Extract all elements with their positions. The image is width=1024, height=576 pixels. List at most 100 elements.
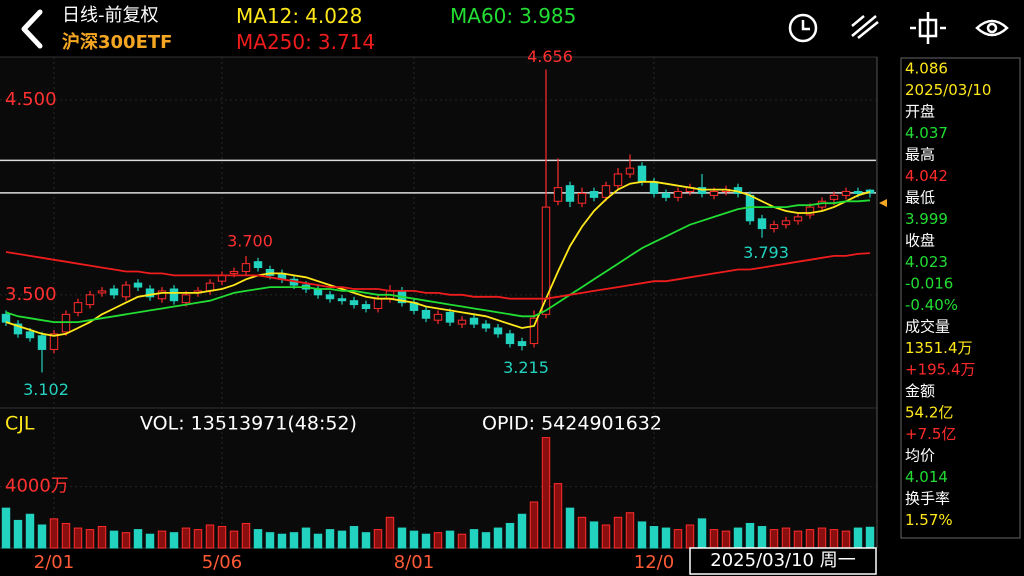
x-tick-label: 2/01 — [34, 552, 74, 573]
candle-body — [133, 282, 143, 288]
candle-body — [337, 298, 347, 302]
info-item: -0.016 — [905, 275, 953, 293]
volume-bar — [49, 518, 59, 549]
opid-text: OPID: 5424901632 — [482, 413, 662, 435]
info-panel — [900, 57, 1021, 539]
back-button[interactable] — [21, 9, 43, 49]
volume-bar — [1, 507, 11, 549]
cursor-marker — [879, 199, 887, 207]
candle-body — [853, 191, 863, 194]
volume-bar — [409, 530, 419, 549]
volume-bar — [793, 530, 803, 549]
volume-bar — [109, 530, 119, 549]
volume-bar — [457, 533, 467, 549]
candle-body — [421, 309, 431, 319]
extreme-label: 3.793 — [743, 243, 789, 262]
info-item: 1.57% — [905, 511, 953, 529]
info-item: 最低 — [905, 189, 935, 207]
x-tick-label: 8/01 — [394, 552, 434, 573]
candle-body — [181, 294, 191, 304]
volume-bar — [853, 527, 863, 549]
volume-bar — [133, 529, 143, 549]
volume-bar — [625, 512, 635, 549]
volume-bar — [241, 522, 251, 549]
ma-line — [5, 251, 871, 300]
volume-bar — [841, 530, 851, 549]
volume-bar — [253, 529, 263, 549]
volume-bar — [421, 533, 431, 549]
volume-bar — [565, 507, 575, 549]
layout-icon[interactable] — [910, 12, 946, 44]
volume-bar — [361, 532, 371, 549]
ma-legend: MA12: 4.028 — [236, 4, 362, 28]
candle-body — [841, 191, 851, 196]
candle-body — [709, 191, 719, 196]
candle-body — [61, 313, 71, 333]
candle-body — [349, 300, 359, 306]
extreme-label: 3.215 — [503, 358, 549, 377]
volume-bar — [805, 529, 815, 549]
volume-bar — [25, 513, 35, 549]
view-icon[interactable] — [975, 19, 1009, 37]
volume-bar — [481, 532, 491, 549]
candle-body — [361, 304, 371, 309]
volume-bar — [277, 533, 287, 549]
y-tick-label: 4.500 — [5, 89, 57, 110]
volume-text: VOL: 13513971(48:52) — [140, 413, 357, 435]
info-item: 最高 — [905, 146, 935, 164]
volume-bar — [553, 483, 563, 549]
volume-bar — [265, 532, 275, 549]
extreme-label: 3.700 — [227, 231, 273, 250]
volume-bar — [829, 529, 839, 549]
y-tick-label: 4000万 — [5, 476, 69, 497]
candle-body — [769, 224, 779, 230]
candle-body — [661, 192, 671, 198]
candle-body — [553, 187, 563, 202]
info-item: 54.2亿 — [905, 404, 953, 422]
volume-bar — [85, 529, 95, 549]
candle-body — [265, 269, 275, 276]
candle-body — [529, 317, 539, 345]
candle-body — [85, 294, 95, 306]
volume-bar — [325, 529, 335, 549]
chart-mode: 日线-前复权 — [62, 5, 159, 26]
volume-bar — [313, 533, 323, 549]
volume-bar — [577, 516, 587, 549]
volume-bar — [289, 532, 299, 549]
extreme-label: 4.656 — [527, 47, 573, 66]
volume-bar — [865, 526, 875, 549]
candle-body — [697, 187, 707, 194]
info-item: 4.042 — [905, 167, 948, 185]
volume-bar — [613, 516, 623, 549]
volume-bar — [697, 518, 707, 549]
volume-bar — [529, 501, 539, 549]
volume-bar — [745, 522, 755, 549]
volume-bar — [217, 526, 227, 549]
y-tick-label: 3.500 — [5, 284, 57, 305]
volume-bar — [685, 524, 695, 549]
volume-bar — [757, 526, 767, 549]
clock-icon[interactable] — [788, 13, 818, 43]
candle-body — [169, 288, 179, 302]
candle-body — [241, 263, 251, 272]
info-item: 金额 — [905, 382, 935, 400]
candle-body — [37, 335, 47, 350]
draw-icon[interactable] — [851, 15, 879, 39]
volume-bar — [469, 529, 479, 549]
volume-bar — [385, 516, 395, 549]
volume-bar — [301, 527, 311, 549]
info-item: 成交量 — [905, 318, 950, 336]
volume-bar — [181, 527, 191, 549]
candle-body — [577, 192, 587, 204]
candle-body — [253, 261, 263, 269]
volume-bar — [205, 524, 215, 549]
candle-body — [565, 185, 575, 202]
candle-body — [505, 333, 515, 345]
symbol: 沪深300ETF — [62, 31, 172, 53]
volume-bar — [37, 524, 47, 549]
candle-body — [481, 323, 491, 329]
volume-bar — [661, 527, 671, 549]
candle-body — [805, 206, 815, 216]
volume-bar — [709, 529, 719, 549]
